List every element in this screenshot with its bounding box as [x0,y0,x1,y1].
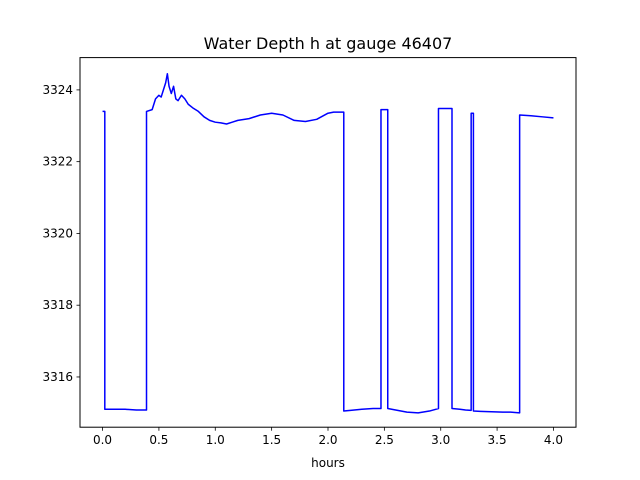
y-tick-label: 3316 [42,370,73,384]
x-tick-label: 1.0 [206,433,225,447]
y-tick-label: 3320 [42,226,73,240]
x-tick-label: 0.0 [93,433,112,447]
x-axis: 0.0 0.5 1.0 1.5 2.0 2.5 3.0 3.5 4.0 [93,427,563,447]
plot-area [102,73,554,414]
x-tick-label: 1.5 [262,433,281,447]
x-tick-label: 4.0 [544,433,563,447]
chart-title: Water Depth h at gauge 46407 [204,34,453,53]
x-axis-label: hours [311,456,345,470]
x-tick-label: 0.5 [149,433,168,447]
y-tick-label: 3322 [42,155,73,169]
series-line-0 [102,73,554,414]
x-tick-label: 3.5 [488,433,507,447]
y-tick-label: 3318 [42,298,73,312]
x-tick-label: 2.0 [318,433,337,447]
x-tick-label: 3.0 [431,433,450,447]
x-tick-label: 2.5 [375,433,394,447]
y-axis: 3316 3318 3320 3322 3324 [42,83,80,384]
y-tick-label: 3324 [42,83,73,97]
